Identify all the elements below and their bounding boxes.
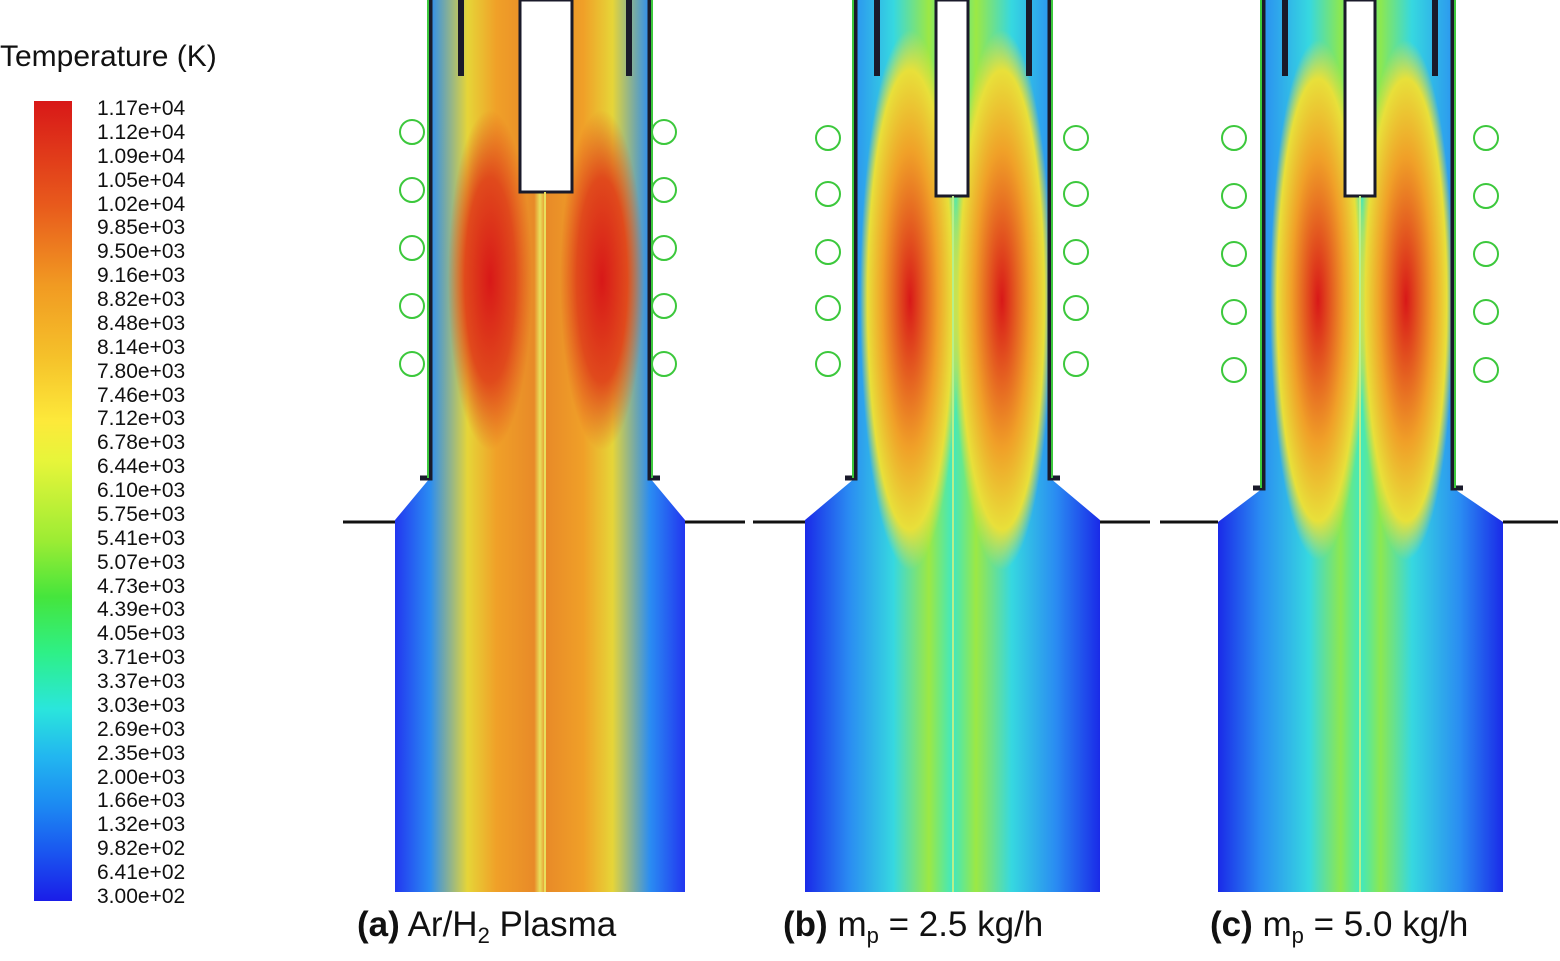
colorbar-label: 1.32e+03 [97, 813, 186, 837]
colorbar-label: 5.75e+03 [97, 502, 186, 526]
colorbar-label: 7.80e+03 [97, 359, 186, 383]
temperature-colorbar [34, 101, 72, 901]
colorbar-label: 4.73e+03 [97, 574, 186, 598]
panel-b-subscript: p [866, 923, 879, 948]
colorbar-labels: 1.17e+04 1.12e+04 1.09e+04 1.05e+04 1.02e+04… [97, 97, 237, 909]
panel-c-tag: (c) [1210, 905, 1253, 944]
panel-c-subscript: p [1291, 923, 1304, 948]
colorbar-label: 5.07e+03 [97, 550, 186, 574]
panel-b-text-after: = 2.5 kg/h [878, 905, 1044, 944]
panel-a-contour [343, 0, 745, 892]
panel-b-text: m [837, 905, 867, 944]
colorbar-label: 4.05e+03 [97, 622, 186, 646]
colorbar-label: 5.41e+03 [97, 526, 186, 550]
panel-a-text-after: Plasma [489, 905, 617, 944]
legend-title: Temperature (K) [0, 40, 217, 73]
colorbar-label: 4.39e+03 [97, 598, 186, 622]
colorbar-label: 1.09e+04 [97, 144, 186, 168]
colorbar-label: 6.78e+03 [97, 431, 186, 455]
colorbar-label: 3.00e+02 [97, 885, 186, 908]
panel-a-text: Ar/H [407, 905, 478, 944]
panel-b-caption: (b) mp = 2.5 kg/h [783, 905, 1043, 949]
panel-b-contour [753, 0, 1150, 892]
colorbar-label: 9.50e+03 [97, 240, 186, 264]
colorbar-label: 8.14e+03 [97, 335, 186, 359]
panel-a-subscript: 2 [477, 923, 490, 948]
colorbar-label: 1.66e+03 [97, 789, 186, 813]
colorbar-label: 3.37e+03 [97, 670, 186, 694]
colorbar-label: 1.02e+04 [97, 192, 186, 216]
colorbar-label: 3.03e+03 [97, 693, 186, 717]
panel-c-text: m [1262, 905, 1292, 944]
colorbar-label: 7.46e+03 [97, 383, 186, 407]
panel-c-caption: (c) mp = 5.0 kg/h [1210, 905, 1468, 949]
panel-a-caption: (a) Ar/H2 Plasma [357, 905, 616, 949]
panel-c-contour [1160, 0, 1558, 892]
colorbar-label: 8.48e+03 [97, 311, 186, 335]
colorbar-label: 1.05e+04 [97, 168, 186, 192]
colorbar-label: 1.17e+04 [97, 97, 186, 120]
panel-a-tag: (a) [357, 905, 400, 944]
colorbar-label: 6.41e+02 [97, 861, 186, 885]
colorbar-label: 9.16e+03 [97, 264, 186, 288]
colorbar-label: 6.44e+03 [97, 455, 186, 479]
colorbar-label: 3.71e+03 [97, 646, 186, 670]
colorbar-label: 2.35e+03 [97, 741, 186, 765]
colorbar-label: 9.85e+03 [97, 216, 186, 240]
panel-b-tag: (b) [783, 905, 828, 944]
colorbar-label: 9.82e+02 [97, 837, 186, 861]
colorbar-label: 6.10e+03 [97, 479, 186, 503]
colorbar-label: 2.00e+03 [97, 765, 186, 789]
colorbar-label: 7.12e+03 [97, 407, 186, 431]
colorbar-label: 2.69e+03 [97, 717, 186, 741]
colorbar-label: 8.82e+03 [97, 288, 186, 312]
colorbar-label: 1.12e+04 [97, 120, 186, 144]
panel-c-text-after: = 5.0 kg/h [1303, 905, 1469, 944]
